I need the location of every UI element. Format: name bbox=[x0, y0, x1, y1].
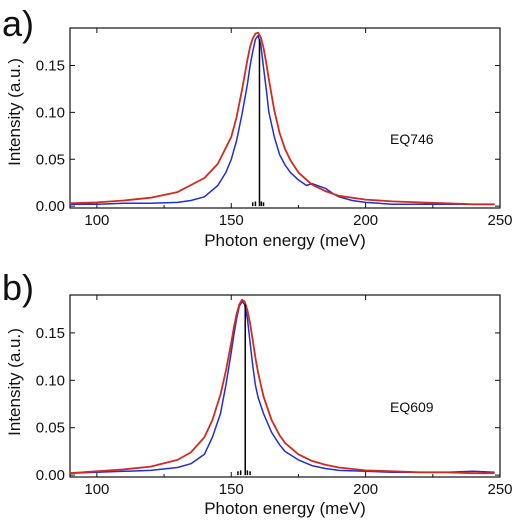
x-axis-label: Photon energy (meV) bbox=[204, 499, 366, 518]
y-tick-label: 0.05 bbox=[36, 151, 65, 168]
panel-b: b) EQ609 Photon energy (meV) Intensity (… bbox=[2, 267, 513, 518]
panel-a: a) EQ746 Photon energy (meV) Intensity (… bbox=[2, 3, 513, 250]
measured-spectrum-line bbox=[69, 300, 495, 474]
y-axis-label: Intensity (a.u.) bbox=[5, 328, 24, 436]
fit-line bbox=[69, 31, 495, 206]
y-tick-label: 0.00 bbox=[36, 198, 65, 215]
plot-frame bbox=[69, 294, 501, 478]
sample-label: EQ609 bbox=[390, 399, 434, 415]
y-tick-label: 0.05 bbox=[36, 420, 65, 437]
x-tick-label: 200 bbox=[353, 481, 378, 498]
x-tick-label: 100 bbox=[84, 212, 109, 229]
x-tick-label: 250 bbox=[487, 212, 512, 229]
x-axis-label: Photon energy (meV) bbox=[204, 231, 366, 250]
measured-spectrum-line bbox=[70, 34, 495, 206]
x-tick-label: 150 bbox=[219, 212, 244, 229]
plot-area: 100 150 200 250 0.00 0.05 0.10 0.15 bbox=[36, 27, 513, 229]
x-tick-label: 100 bbox=[84, 481, 109, 498]
y-tick-label: 0.10 bbox=[36, 104, 65, 121]
x-tick-label: 200 bbox=[353, 212, 378, 229]
y-axis-label: Intensity (a.u.) bbox=[5, 58, 24, 166]
plot-area: 100 150 200 250 0.00 0.05 0.10 0.15 bbox=[36, 294, 513, 498]
panel-label: b) bbox=[2, 267, 34, 308]
y-tick-label: 0.00 bbox=[36, 467, 65, 484]
fit-line bbox=[69, 298, 495, 475]
panel-label: a) bbox=[2, 3, 34, 44]
plot-frame bbox=[69, 27, 501, 209]
x-tick-label: 150 bbox=[219, 481, 244, 498]
y-tick-label: 0.15 bbox=[36, 58, 65, 75]
sample-label: EQ746 bbox=[390, 131, 434, 147]
y-tick-label: 0.10 bbox=[36, 372, 65, 389]
x-tick-label: 250 bbox=[487, 481, 512, 498]
y-tick-label: 0.15 bbox=[36, 325, 65, 342]
